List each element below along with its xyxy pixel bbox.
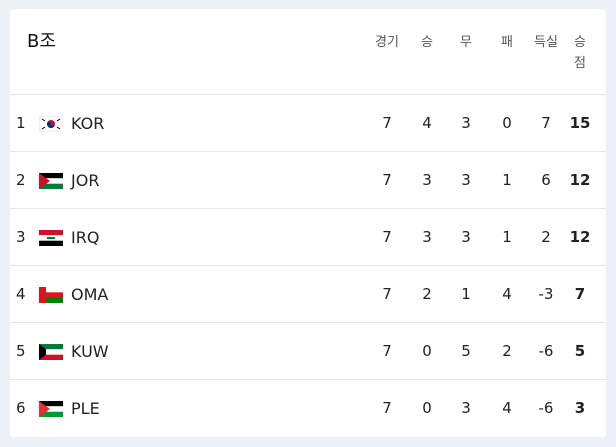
stat-cell: 3 xyxy=(461,228,471,246)
rank: 5 xyxy=(16,342,26,360)
stat-cell: 7 xyxy=(382,342,392,360)
stat-cell: 5 xyxy=(461,342,471,360)
stat-cell: 3 xyxy=(574,399,586,417)
team-name: KUW xyxy=(71,342,109,361)
rank: 1 xyxy=(16,114,26,132)
team-flag xyxy=(39,173,63,189)
stat-cell: 0 xyxy=(422,399,432,417)
table-row: 4 OMA 7 2 1 4 -3 7 xyxy=(10,265,606,323)
column-header: 무 xyxy=(460,35,472,50)
stat-cell: 0 xyxy=(502,114,512,132)
stat-cell: 1 xyxy=(502,228,512,246)
standings-card: B조 경기 승 무 패 득실 승점 1 KOR 7 4 3 0 7 15 2 JOR 7 3 3 1 6 12 3 IRQ 7 3… xyxy=(10,9,606,437)
stat-cell: 12 xyxy=(569,228,591,246)
team-name: KOR xyxy=(71,114,105,133)
stat-cell: 7 xyxy=(574,285,586,303)
stat-cell: 7 xyxy=(382,228,392,246)
team-name: OMA xyxy=(71,285,109,304)
rank: 4 xyxy=(16,285,26,303)
flag-icon xyxy=(38,115,64,133)
stat-cell: 4 xyxy=(502,285,512,303)
stat-cell: -6 xyxy=(538,342,554,360)
column-header: 승 xyxy=(421,35,433,50)
table-row: 1 KOR 7 4 3 0 7 15 xyxy=(10,94,606,152)
team-flag xyxy=(39,230,63,246)
team-name: IRQ xyxy=(71,228,100,247)
rank: 2 xyxy=(16,171,26,189)
table-row: 6 PLE 7 0 3 4 -6 3 xyxy=(10,379,606,437)
team-flag xyxy=(39,401,63,417)
stat-cell: -3 xyxy=(538,285,554,303)
table-row: 2 JOR 7 3 3 1 6 12 xyxy=(10,151,606,209)
stat-cell: 0 xyxy=(422,342,432,360)
stat-cell: -6 xyxy=(538,399,554,417)
column-header: 경기 xyxy=(375,35,399,50)
team-flag xyxy=(39,287,63,303)
stat-cell: 6 xyxy=(541,171,551,189)
flag-icon xyxy=(39,401,63,417)
team-flag xyxy=(39,344,63,360)
stat-cell: 3 xyxy=(461,114,471,132)
team-flag xyxy=(38,115,64,133)
stat-cell: 3 xyxy=(461,171,471,189)
stat-cell: 2 xyxy=(422,285,432,303)
flag-icon xyxy=(39,173,63,189)
column-header: 득실 xyxy=(534,35,558,50)
stat-cell: 3 xyxy=(422,228,432,246)
table-row: 5 KUW 7 0 5 2 -6 5 xyxy=(10,322,606,380)
flag-icon xyxy=(39,344,63,360)
team-name: JOR xyxy=(71,171,100,190)
flag-icon xyxy=(39,230,63,246)
team-name: PLE xyxy=(71,399,100,418)
stat-cell: 1 xyxy=(502,171,512,189)
stat-cell: 1 xyxy=(461,285,471,303)
stat-cell: 7 xyxy=(541,114,551,132)
stat-cell: 7 xyxy=(382,285,392,303)
stat-cell: 3 xyxy=(422,171,432,189)
stat-cell: 12 xyxy=(569,171,591,189)
table-row: 3 IRQ 7 3 3 1 2 12 xyxy=(10,208,606,266)
rank: 3 xyxy=(16,228,26,246)
flag-icon xyxy=(39,287,63,303)
stat-cell: 4 xyxy=(502,399,512,417)
stat-cell: 3 xyxy=(461,399,471,417)
rank: 6 xyxy=(16,399,26,417)
stat-cell: 7 xyxy=(382,114,392,132)
stat-cell: 2 xyxy=(502,342,512,360)
stat-cell: 15 xyxy=(569,114,591,132)
stat-cell: 7 xyxy=(382,399,392,417)
stat-cell: 4 xyxy=(422,114,432,132)
stat-cell: 2 xyxy=(541,228,551,246)
group-title: B조 xyxy=(27,31,56,52)
column-header: 승점 xyxy=(574,35,586,71)
stat-cell: 7 xyxy=(382,171,392,189)
stat-cell: 5 xyxy=(574,342,586,360)
column-header: 패 xyxy=(501,35,513,50)
